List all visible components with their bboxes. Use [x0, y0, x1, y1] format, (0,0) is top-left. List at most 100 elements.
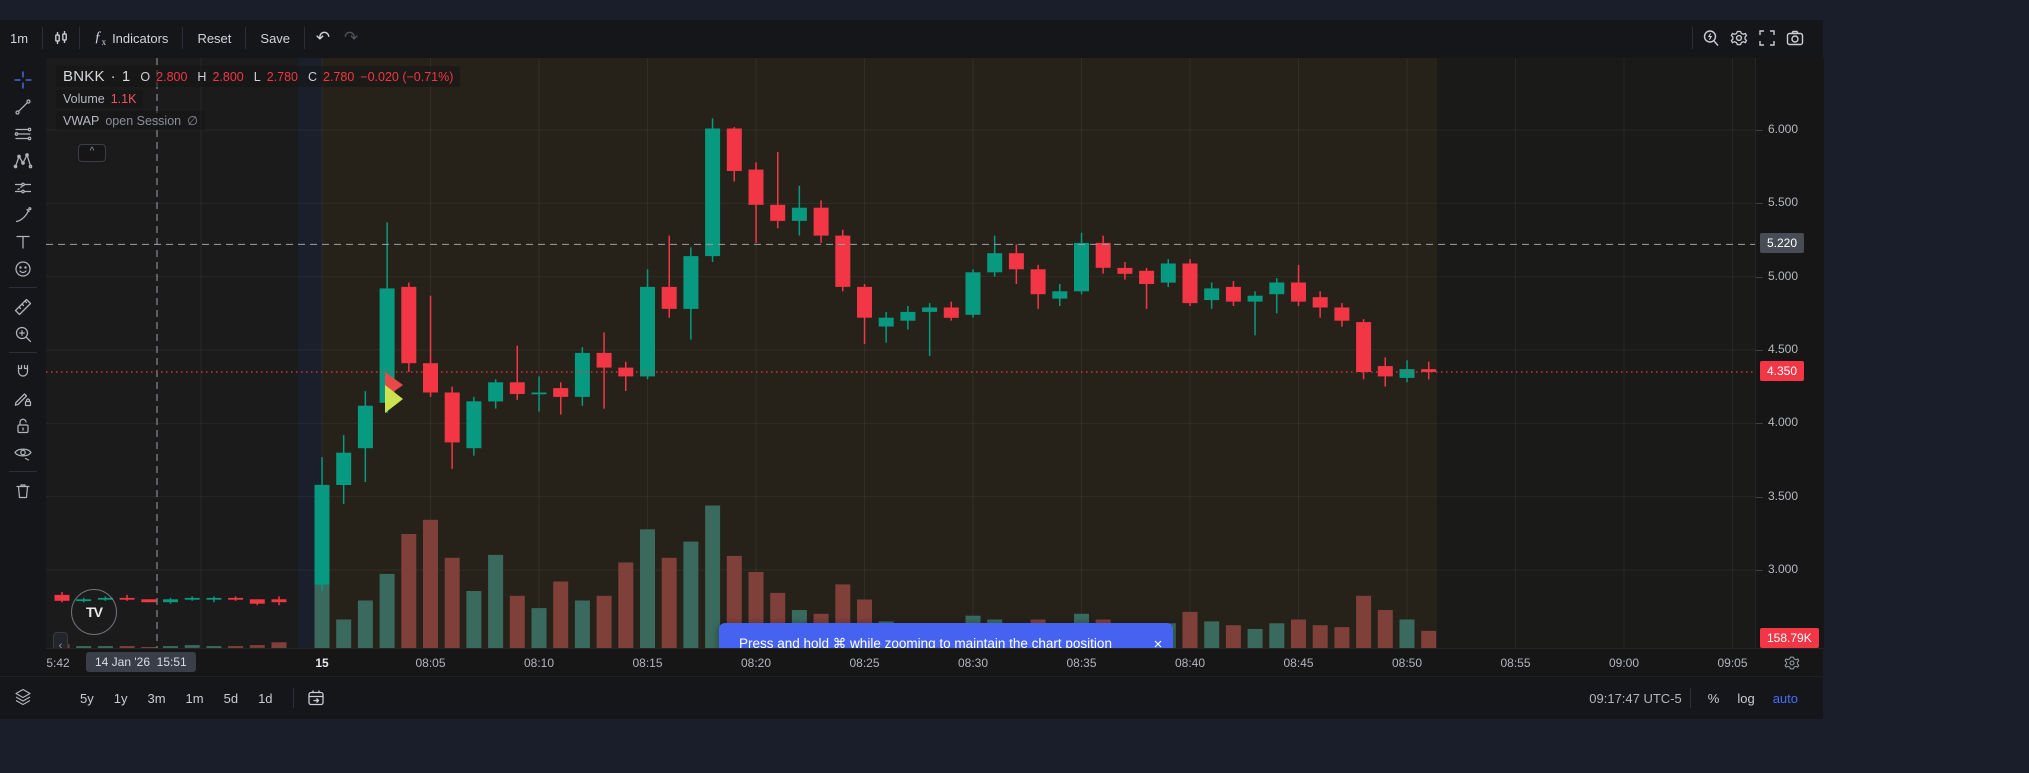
price-tick-mark [1756, 496, 1763, 498]
toolbar-divider [1692, 27, 1693, 49]
zoom-in-icon [15, 326, 32, 342]
time-axis[interactable]: 5:42 15 08:05 08:10 08:15 08:20 08:25 08:30 08:3… [46, 648, 1823, 677]
toolbar-divider [1689, 688, 1691, 708]
tool-lock-all[interactable] [6, 412, 40, 439]
price-tick-label: 6.000 [1768, 122, 1799, 136]
price-tick-label: 4.500 [1768, 342, 1799, 356]
price-tick-label: 5.500 [1768, 195, 1799, 210]
tool-long-position[interactable] [6, 174, 40, 201]
price-tick-label: 3.000 [1768, 562, 1799, 576]
toolbar-divider [292, 688, 294, 708]
tool-emoji[interactable] [6, 255, 40, 282]
long-position-icon [14, 182, 32, 193]
object-tree-button[interactable] [13, 687, 33, 710]
candlestick-style-button[interactable] [47, 24, 75, 52]
range-button-5d[interactable]: 5d [223, 690, 239, 706]
zoom-hint-tooltip: Press and hold ⌘ while zooming to mainta… [719, 623, 1173, 648]
symbol-interval: 1 [121, 68, 131, 85]
range-button-1d[interactable]: 1d [258, 690, 273, 706]
tool-zoom-in[interactable] [6, 320, 40, 347]
settings-button[interactable] [1725, 24, 1753, 52]
price-tick-mark [1756, 570, 1763, 571]
undo-button[interactable]: ↶ [309, 24, 337, 52]
indicators-button[interactable]: ƒx Indicators [84, 24, 178, 52]
range-button-1y[interactable]: 1y [113, 690, 128, 706]
tool-remove-drawings[interactable] [6, 477, 40, 504]
axis-settings-button[interactable] [1783, 654, 1801, 677]
time-tick-label: 08:30 [957, 656, 989, 670]
low-value: 2.780 [266, 69, 298, 84]
toolbar-divider [9, 352, 37, 353]
drawing-panel-collapse-handle[interactable]: ‹ [53, 632, 68, 648]
symbol-legend-row[interactable]: BNKK · 1 O 2.800 H 2.800 L 2.780 C 2.780 −0.… [56, 66, 461, 87]
settings-gear-icon [1730, 30, 1748, 46]
tool-trend-line[interactable] [6, 93, 40, 120]
percent-scale-button[interactable]: % [1707, 690, 1720, 706]
price-tick-mark [1756, 276, 1763, 278]
toolbar-divider [304, 27, 306, 49]
snapshot-button[interactable] [1781, 24, 1809, 52]
auto-scale-button[interactable]: auto [1772, 690, 1798, 706]
undo-icon: ↶ [315, 28, 331, 47]
tool-ruler[interactable] [6, 293, 40, 320]
vwap-legend-row[interactable]: VWAP open Session ∅ [56, 111, 206, 130]
toolbar-divider [79, 27, 81, 49]
range-button-3m[interactable]: 3m [147, 690, 166, 706]
tool-xabcd-pattern[interactable] [6, 147, 40, 174]
tool-hide-drawings[interactable] [6, 439, 40, 466]
range-button-5y[interactable]: 5y [80, 690, 94, 706]
session-clock[interactable]: 09:17:47 UTC-5 [1589, 690, 1682, 706]
axis-gear-icon [1784, 656, 1800, 670]
tool-brush[interactable] [6, 201, 40, 228]
price-tick-mark [1756, 203, 1763, 205]
drawing-toolbar [0, 58, 46, 676]
xabcd-pattern-icon [13, 152, 33, 168]
tooltip-close-icon[interactable]: × [1153, 635, 1163, 649]
chart-pane[interactable]: BNKK · 1 O 2.800 H 2.800 L 2.780 C 2.780 −0.… [46, 58, 1755, 648]
vwap-params: open Session [105, 113, 182, 128]
time-tick-label: 15 [315, 656, 329, 670]
legend-collapse-button[interactable]: ^ [78, 144, 106, 162]
interval-button[interactable]: 1m [0, 24, 38, 52]
fullscreen-button[interactable] [1753, 24, 1781, 52]
reset-button[interactable]: Reset [197, 30, 232, 46]
range-button-1m[interactable]: 1m [185, 690, 204, 706]
indicators-label: Indicators [112, 30, 169, 46]
volume-legend-row[interactable]: Volume 1.1K [56, 90, 144, 108]
tool-parallel-lines[interactable] [6, 120, 40, 147]
candlestick-chart[interactable] [46, 58, 1755, 648]
toolbar-divider [9, 471, 37, 472]
quick-search-button[interactable] [1697, 24, 1725, 52]
time-tick-label: 08:55 [1500, 656, 1531, 670]
price-axis[interactable]: 6.000 5.500 5.000 4.500 4.000 3.500 3.000 5.220… [1755, 58, 1824, 648]
tool-crosshair[interactable] [6, 66, 40, 93]
save-button[interactable]: Save [260, 30, 291, 46]
last-price-badge: 4.350 [1760, 361, 1805, 381]
tool-drawing-edit-lock[interactable] [6, 385, 40, 412]
log-scale-button[interactable]: log [1737, 690, 1755, 706]
high-value: 2.800 [212, 69, 244, 84]
redo-icon: ↷ [343, 28, 359, 47]
time-tick-label: 08:10 [523, 656, 555, 670]
tool-text[interactable] [6, 228, 40, 255]
ruler-icon [14, 298, 32, 315]
time-tick-label: 08:50 [1391, 656, 1423, 670]
tool-magnet[interactable] [6, 358, 40, 385]
time-tick-label: 08:35 [1066, 656, 1097, 670]
tooltip-text: Press and hold ⌘ while zooming to mainta… [739, 636, 1112, 648]
redo-button[interactable]: ↷ [337, 24, 365, 52]
tradingview-logo[interactable]: TV [71, 589, 117, 635]
vwap-label: VWAP [63, 113, 100, 128]
toolbar-divider [42, 27, 44, 49]
volume-axis-badge: 158.79K [1760, 628, 1819, 648]
go-to-date-button[interactable] [306, 688, 326, 708]
toolbar-divider [182, 27, 184, 49]
time-tick-label: 08:15 [632, 656, 663, 670]
candlestick-style-icon [55, 31, 67, 44]
bottom-toolbar: 5y 1y 3m 1m 5d 1d 09:17:47 UTC-5 % log auto [0, 676, 1823, 719]
time-tick-label: 08:25 [849, 656, 880, 670]
symbol-name: BNKK [63, 68, 105, 85]
price-tick-label: 4.000 [1768, 415, 1799, 430]
fullscreen-icon [1759, 30, 1775, 46]
